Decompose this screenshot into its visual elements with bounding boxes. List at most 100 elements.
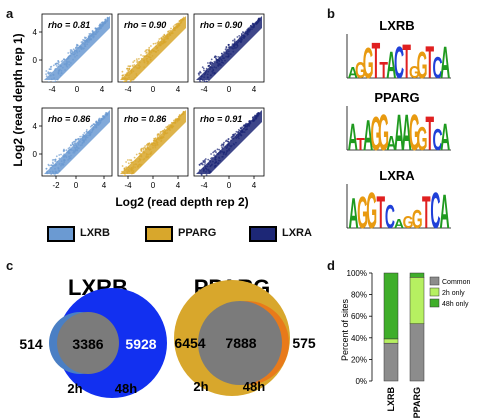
venn-lxrb-right-count: 5928: [125, 336, 156, 352]
scatter-points: [44, 110, 110, 176]
logo-letter: G: [363, 39, 374, 87]
scatter-plot-2: rho = 0.90 -4 0 4: [117, 13, 189, 94]
x-tick-label: 4: [252, 85, 257, 94]
logo-letter: G: [417, 45, 428, 87]
scatter-legend: LXRB PPARG LXRA: [42, 223, 322, 245]
y-tick-label: 0: [33, 56, 38, 65]
x-tick-label: 0: [227, 181, 232, 190]
logo-letter: A: [348, 117, 358, 159]
x-tick-label: 0: [151, 181, 156, 190]
motif-title-pparg: PPARG: [374, 90, 419, 105]
rho-label: rho = 0.86: [48, 114, 91, 124]
legend-swatch-lxrb: [47, 226, 75, 242]
legend-label: Common: [442, 279, 471, 286]
venn-lxrb-middle-count: 3386: [72, 336, 103, 352]
logo-letter: G: [378, 104, 389, 161]
rho-label: rho = 0.90: [200, 20, 242, 30]
stacked-bar-chart: Percent of sites 0% 20% 40% 60% 80% 100% LXRB P…: [340, 269, 471, 418]
x-tick-label: -4: [200, 85, 208, 94]
panel-letter-d: d: [327, 258, 335, 273]
logo-letter: A: [440, 117, 450, 159]
venn-pparg-48h-label: 48h: [243, 379, 265, 394]
logo-letter: G: [355, 59, 366, 84]
legend-swatch: [429, 287, 440, 297]
scatter-grid: Log2 (read depth rep 1) Log2 (read depth…: [11, 13, 265, 209]
venn-lxrb-left-count: 514: [19, 336, 43, 352]
logo-letter: C: [432, 52, 442, 85]
logo-letter: C: [430, 182, 440, 239]
panel-letter-a: a: [6, 6, 14, 21]
y-tick-label: 4: [33, 122, 38, 131]
x-tick-label: 4: [252, 181, 257, 190]
venn-lxrb-2h-label: 2h: [67, 381, 82, 396]
legend-label: 2h only: [442, 290, 465, 297]
y-tick-label: 4: [33, 28, 38, 37]
x-tick-label: -2: [52, 181, 60, 190]
scatter-plot-4: rho = 0.86 4 0 -2 0 4: [33, 107, 113, 190]
logo-letter: C: [394, 37, 404, 88]
legend-label-lxra: LXRA: [282, 227, 312, 239]
x-tick-label: 0: [151, 85, 156, 94]
logo-letter: T: [426, 107, 435, 161]
logo-letter: G: [409, 104, 420, 161]
venn-diagrams: LXRB 514 3386 5928 2h 48h PPARG 6454 788…: [19, 275, 316, 398]
logo-letter: T: [377, 187, 386, 238]
x-tick-label: 4: [100, 85, 105, 94]
logo-letter: A: [348, 189, 358, 237]
x-tick-label: -4: [200, 181, 208, 190]
bar-segment: [383, 338, 399, 344]
rho-label: rho = 0.86: [124, 114, 167, 124]
logo-letter: T: [402, 35, 411, 89]
x-tick-label: 0: [75, 85, 80, 94]
logo-letter: T: [379, 59, 388, 84]
legend-label-pparg: PPARG: [178, 227, 217, 239]
bar-segment: [383, 342, 399, 382]
legend-swatch: [429, 276, 440, 286]
scatter-plot-5: rho = 0.86 -4 0 4: [117, 107, 189, 190]
rho-label: rho = 0.91: [200, 114, 242, 124]
y-tick-label: 80%: [351, 291, 367, 300]
x-tick-label: 0: [74, 181, 79, 190]
motif-title-lxra: LXRA: [379, 168, 415, 183]
motif-title-lxrb: LXRB: [379, 18, 414, 33]
logo-letter: G: [357, 187, 368, 238]
logo-letter: A: [394, 217, 404, 231]
logo-letter: C: [385, 199, 395, 235]
logo-letter: T: [372, 32, 381, 89]
y-tick-label: 100%: [347, 269, 367, 278]
panel-letter-b: b: [327, 6, 335, 21]
logo-letter: G: [417, 121, 428, 157]
legend-swatch-lxra: [249, 226, 277, 242]
scatter-points: [196, 110, 262, 176]
logo-letter: A: [386, 45, 396, 87]
category-label: PPARG: [412, 387, 422, 418]
x-tick-label: 4: [176, 85, 181, 94]
logo-letter: G: [412, 206, 423, 235]
x-tick-label: -4: [124, 85, 132, 94]
logo-letter: G: [403, 214, 414, 233]
y-tick-label: 20%: [351, 355, 367, 364]
bar-chart-ylabel: Percent of sites: [340, 298, 350, 361]
logo-letter: T: [426, 37, 435, 88]
x-tick-label: -4: [48, 85, 56, 94]
venn-lxrb-overlap: [57, 312, 119, 374]
scatter-points: [120, 16, 186, 82]
panel-letter-c: c: [6, 258, 14, 273]
x-tick-label: 0: [227, 85, 232, 94]
legend-label: 48h only: [442, 301, 469, 308]
logo-letter: A: [402, 104, 412, 161]
logo-letter: C: [432, 124, 442, 157]
y-tick-label: 40%: [351, 334, 367, 343]
y-tick-label: 0: [33, 150, 38, 159]
bar-segment: [383, 272, 399, 340]
x-tick-label: 4: [102, 181, 107, 190]
scatter-points: [44, 16, 110, 82]
venn-pparg-middle-count: 7888: [225, 335, 256, 351]
venn-pparg-overlap: [198, 301, 282, 385]
logo-letter: G: [366, 182, 377, 239]
logo-letter: A: [439, 185, 449, 239]
logo-letter: T: [356, 136, 365, 155]
